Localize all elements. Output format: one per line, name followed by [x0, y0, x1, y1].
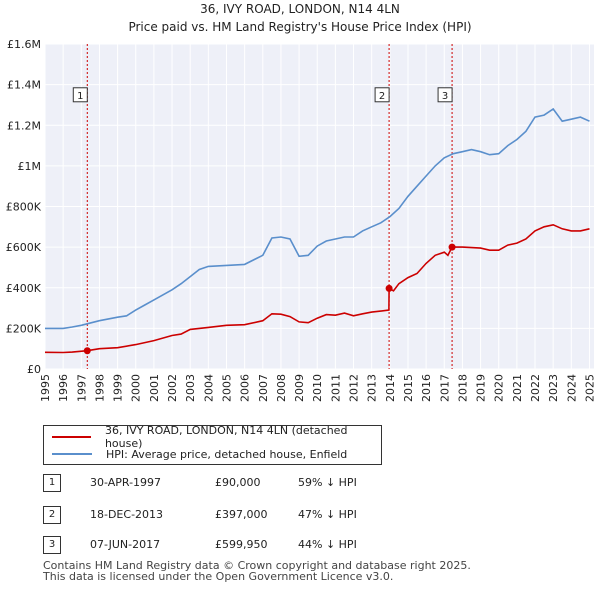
sale-date: 07-JUN-2017: [90, 538, 161, 551]
sale-row-1: 1 30-APR-1997 £90,000 59% ↓ HPI: [43, 474, 463, 494]
legend-item-property: 36, IVY ROAD, LONDON, N14 4LN (detached …: [52, 424, 381, 450]
sale-price: £397,000: [215, 508, 268, 521]
y-tick-label: £1.4M: [7, 79, 41, 92]
x-tick-label: 1997: [75, 374, 88, 402]
x-tick-label: 2006: [239, 374, 252, 402]
x-tick-label: 2010: [311, 374, 324, 402]
x-tick-label: 2014: [384, 374, 397, 402]
y-tick-label: £0: [27, 363, 41, 376]
x-tick-label: 2017: [438, 374, 451, 402]
property-price-line: [44, 223, 590, 354]
chart-title: 36, IVY ROAD, LONDON, N14 4LN: [200, 2, 400, 16]
chart-subtitle: Price paid vs. HM Land Registry's House …: [128, 20, 472, 34]
sale-number: 1: [43, 474, 61, 492]
footer: Contains HM Land Registry data © Crown c…: [43, 560, 471, 582]
x-tick-label: 2023: [547, 374, 560, 402]
x-tick-label: 2007: [257, 374, 270, 402]
sale-hpi-diff: 47% ↓ HPI: [298, 508, 357, 521]
chart-legend: 36, IVY ROAD, LONDON, N14 4LN (detached …: [43, 424, 382, 465]
x-tick-label: 2009: [293, 374, 306, 402]
sale-date: 18-DEC-2013: [90, 508, 164, 521]
sale-point: [83, 347, 91, 355]
x-tick-label: 1998: [93, 374, 106, 402]
sale-marker-label: 1: [77, 91, 83, 102]
x-tick-label: 2022: [529, 374, 542, 402]
x-tick-label: 2002: [166, 374, 179, 402]
legend-swatch-property: [52, 436, 91, 438]
sale-date: 30-APR-1997: [90, 476, 162, 489]
sale-marker-box: [437, 87, 453, 103]
x-tick-label: 2012: [348, 374, 361, 402]
x-tick-label: 2015: [402, 374, 415, 402]
x-tick-label: 2019: [475, 374, 488, 402]
x-tick-label: 2011: [329, 374, 342, 402]
y-tick-label: £1.2M: [7, 119, 41, 132]
sale-point: [448, 243, 456, 251]
y-tick-label: £1.6M: [7, 38, 41, 51]
legend-label-hpi: HPI: Average price, detached house, Enfi…: [106, 447, 348, 461]
sale-hpi-diff: 44% ↓ HPI: [298, 538, 357, 551]
sale-number: 3: [43, 536, 61, 554]
y-tick-label: £600K: [6, 241, 42, 254]
sale-marker-box: [374, 87, 390, 103]
x-tick-label: 2004: [202, 374, 215, 402]
x-tick-label: 2001: [148, 374, 161, 402]
x-tick-label: 2025: [583, 374, 596, 402]
y-tick-label: £800K: [6, 201, 42, 214]
sale-hpi-diff: 59% ↓ HPI: [298, 476, 357, 489]
x-tick-label: 1995: [39, 374, 52, 402]
sale-price: £90,000: [215, 476, 261, 489]
sale-row-3: 3 07-JUN-2017 £599,950 44% ↓ HPI: [43, 536, 463, 556]
x-tick-label: 2005: [220, 374, 233, 402]
x-tick-label: 2000: [130, 374, 143, 402]
x-tick-label: 2021: [511, 374, 524, 402]
x-tick-label: 2024: [565, 374, 578, 402]
footer-line-2: This data is licensed under the Open Gov…: [43, 570, 394, 583]
y-tick-label: £400K: [6, 282, 42, 295]
sale-point: [385, 284, 393, 292]
sale-marker-label: 2: [379, 91, 385, 102]
sale-row-2: 2 18-DEC-2013 £397,000 47% ↓ HPI: [43, 506, 463, 526]
x-tick-label: 1999: [112, 374, 125, 402]
y-tick-label: £200K: [6, 322, 42, 335]
sale-marker-label: 3: [442, 91, 448, 102]
legend-label-property: 36, IVY ROAD, LONDON, N14 4LN (detached …: [104, 424, 348, 450]
y-tick-label: £1M: [18, 160, 42, 173]
footer-line-1: Contains HM Land Registry data © Crown c…: [43, 559, 471, 572]
x-tick-label: 2018: [456, 374, 469, 402]
sale-price: £599,950: [215, 538, 268, 551]
legend-swatch-hpi: [52, 453, 92, 455]
hpi-line: [45, 107, 590, 330]
sale-marker-box: [72, 87, 88, 103]
x-tick-label: 2016: [420, 374, 433, 402]
x-tick-label: 2020: [493, 374, 506, 402]
sale-number: 2: [43, 506, 61, 524]
x-tick-label: 2008: [275, 374, 288, 402]
price-chart: £0 £200K £400K £600K £800K £1M £1.2M £1.4M £1.6M…: [6, 38, 597, 402]
x-tick-label: 2013: [366, 374, 379, 402]
legend-item-hpi: HPI: Average price, detached house, Enfi…: [52, 446, 347, 462]
x-tick-label: 2003: [184, 374, 197, 402]
x-tick-label: 1996: [57, 374, 70, 402]
